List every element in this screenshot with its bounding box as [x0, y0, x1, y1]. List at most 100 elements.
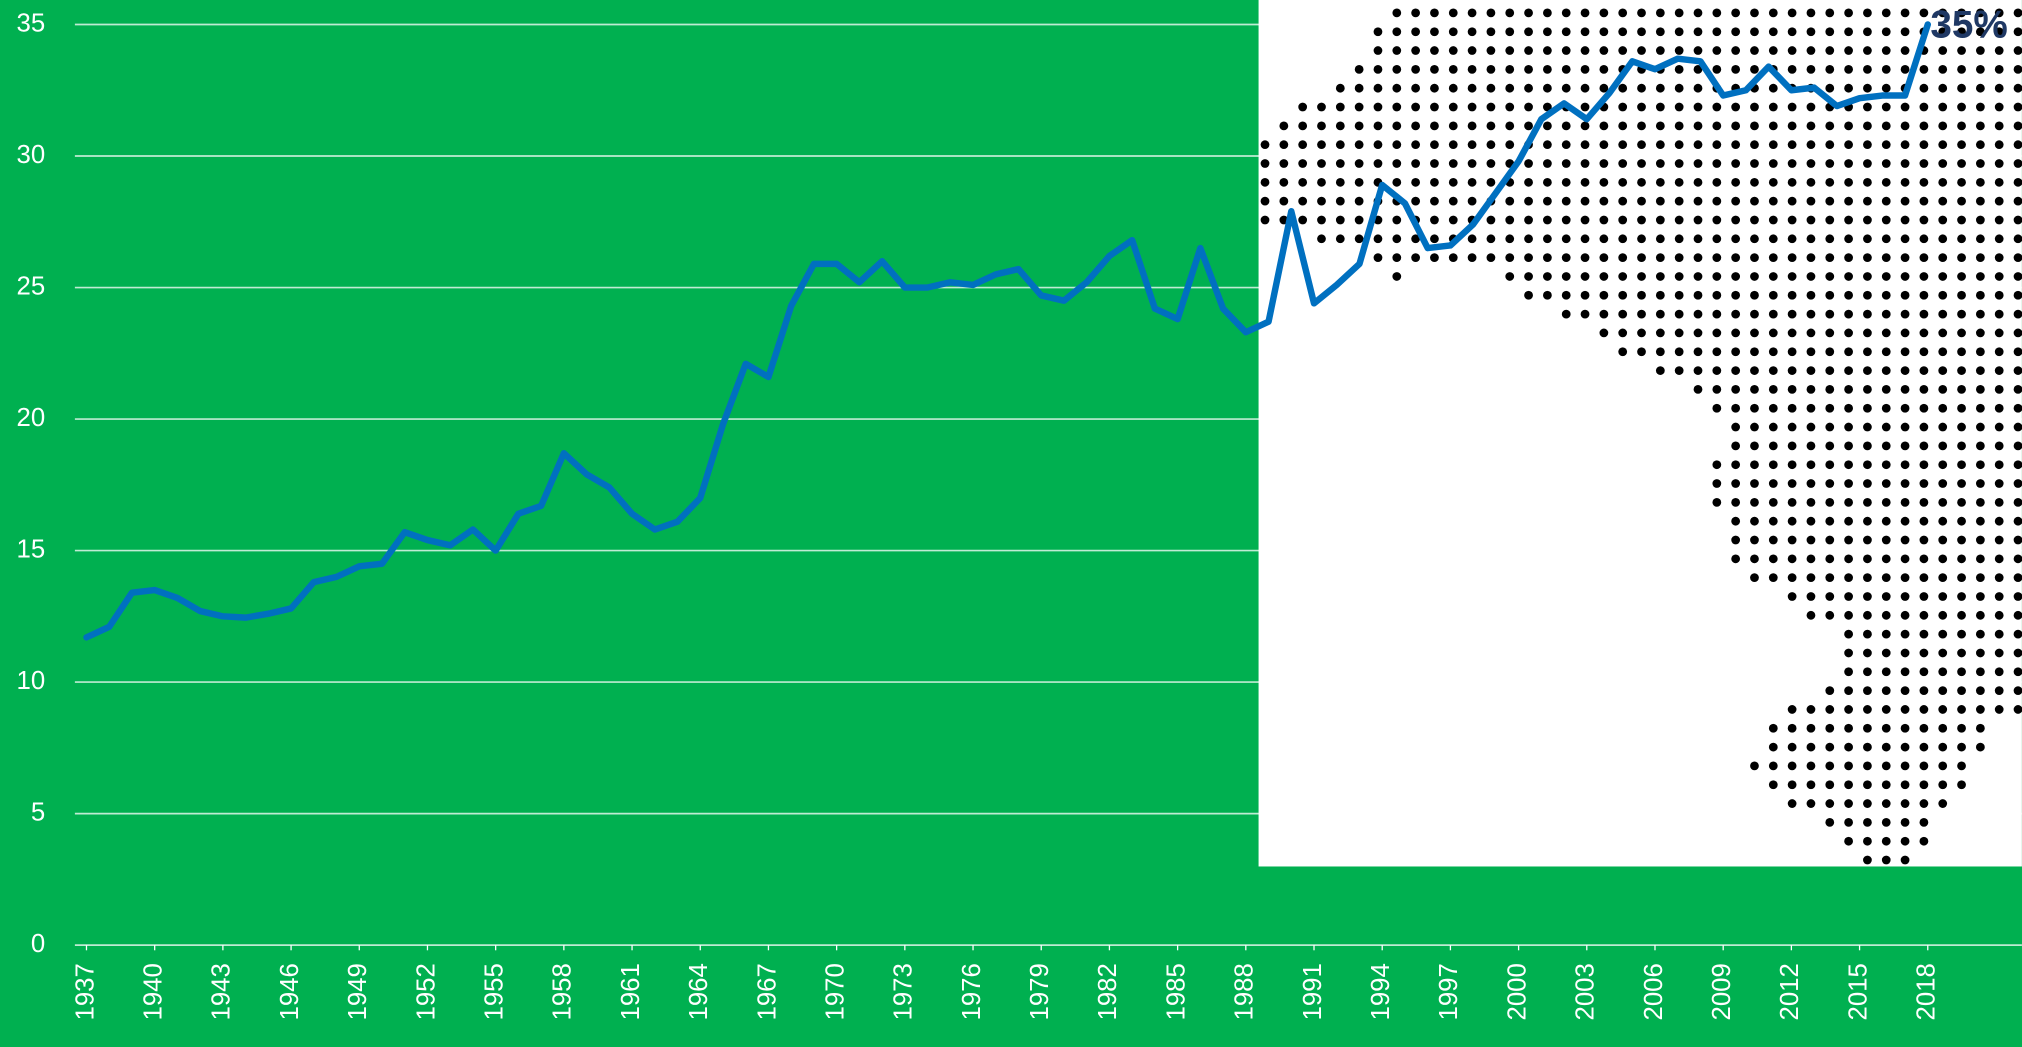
map-dot	[1768, 573, 1778, 583]
map-dot	[1467, 196, 1477, 206]
map-dot	[1863, 855, 1872, 865]
map-dot	[2013, 64, 2022, 74]
map-dot	[1957, 686, 1966, 695]
map-dot	[1994, 385, 2004, 394]
map-dot	[1900, 328, 1910, 338]
map-dot	[1938, 667, 1948, 677]
map-dot	[1580, 121, 1590, 131]
map-dot	[1825, 705, 1835, 714]
map-dot	[1825, 347, 1835, 357]
map-dot	[1674, 196, 1684, 206]
map-dot	[1787, 159, 1797, 168]
map-dot	[1392, 272, 1402, 281]
map-dot	[2013, 686, 2022, 695]
map-dot	[1750, 290, 1759, 300]
map-dot	[1844, 309, 1853, 319]
map-dot	[1674, 46, 1684, 55]
map-dot	[1354, 177, 1364, 187]
map-dot	[1486, 234, 1496, 244]
map-dot	[1938, 83, 1948, 93]
map-dot	[1825, 610, 1835, 620]
map-dot	[1825, 761, 1835, 771]
map-dot	[1825, 441, 1835, 451]
map-dot	[1580, 196, 1590, 206]
map-dot	[1938, 554, 1948, 564]
map-dot	[1938, 64, 1948, 74]
map-dot	[1430, 177, 1439, 187]
map-dot	[1543, 234, 1552, 244]
map-dot	[1731, 403, 1741, 413]
x-tick-label: 1943	[208, 963, 236, 1020]
map-dot	[1618, 121, 1628, 131]
map-dot	[1900, 535, 1910, 545]
map-dot	[1994, 554, 2004, 564]
map-dot	[1486, 27, 1496, 37]
map-dot	[1543, 196, 1552, 206]
map-dot	[1975, 648, 1985, 658]
map-dot	[1768, 441, 1778, 451]
map-dot	[1975, 403, 1985, 413]
map-dot	[1975, 573, 1985, 583]
map-dot	[1298, 102, 1308, 112]
map-dot	[2013, 347, 2022, 357]
map-dot	[1844, 366, 1853, 375]
map-dot	[1618, 253, 1628, 263]
map-dot	[1486, 253, 1496, 263]
map-dot	[1712, 347, 1722, 357]
map-dot	[1693, 196, 1703, 206]
map-dot	[1674, 290, 1684, 300]
map-dot	[1900, 46, 1910, 55]
map-dot	[1806, 272, 1816, 281]
map-dot	[1994, 535, 2004, 545]
map-dot	[1448, 196, 1458, 206]
map-dot	[1750, 554, 1759, 564]
map-dot	[1900, 215, 1910, 225]
map-dot	[1693, 234, 1703, 244]
map-dot	[1768, 253, 1778, 263]
map-dot	[1938, 159, 1948, 168]
map-dot	[1994, 46, 2004, 55]
map-dot	[1637, 290, 1646, 300]
map-dot	[1768, 554, 1778, 564]
map-dot	[1844, 253, 1853, 263]
map-dot	[1825, 422, 1835, 432]
map-dot	[1693, 328, 1703, 338]
map-dot	[1900, 102, 1910, 112]
map-dot	[1524, 177, 1533, 187]
map-dot	[1731, 535, 1741, 545]
map-dot	[1655, 140, 1665, 150]
map-dot	[1881, 328, 1891, 338]
map-dot	[1392, 27, 1402, 37]
map-dot	[1994, 234, 2004, 244]
map-dot	[1844, 403, 1853, 413]
map-dot	[1787, 535, 1797, 545]
map-dot	[1768, 102, 1778, 112]
map-dot	[1863, 648, 1872, 658]
map-dot	[1957, 140, 1966, 150]
map-dot	[1975, 64, 1985, 74]
map-dot	[1975, 723, 1985, 733]
map-dot	[1863, 46, 1872, 55]
map-dot	[1863, 290, 1872, 300]
map-dot	[1448, 177, 1458, 187]
map-dot	[1975, 121, 1985, 131]
map-dot	[1806, 140, 1816, 150]
map-dot	[1467, 8, 1477, 18]
map-dot	[1505, 253, 1515, 263]
map-dot	[1580, 83, 1590, 93]
map-dot	[1392, 8, 1402, 18]
map-dot	[1806, 780, 1816, 790]
map-dot	[1543, 159, 1552, 168]
map-dot	[1580, 253, 1590, 263]
map-dot	[1994, 422, 2004, 432]
x-tick-label: 1961	[617, 963, 645, 1020]
map-dot	[1919, 479, 1929, 488]
map-dot	[1618, 102, 1628, 112]
map-dot	[1768, 422, 1778, 432]
map-dot	[1768, 215, 1778, 225]
map-dot	[1768, 234, 1778, 244]
map-dot	[1863, 629, 1872, 639]
map-dot	[1994, 460, 2004, 470]
map-dot	[1543, 46, 1552, 55]
map-dot	[1298, 159, 1308, 168]
